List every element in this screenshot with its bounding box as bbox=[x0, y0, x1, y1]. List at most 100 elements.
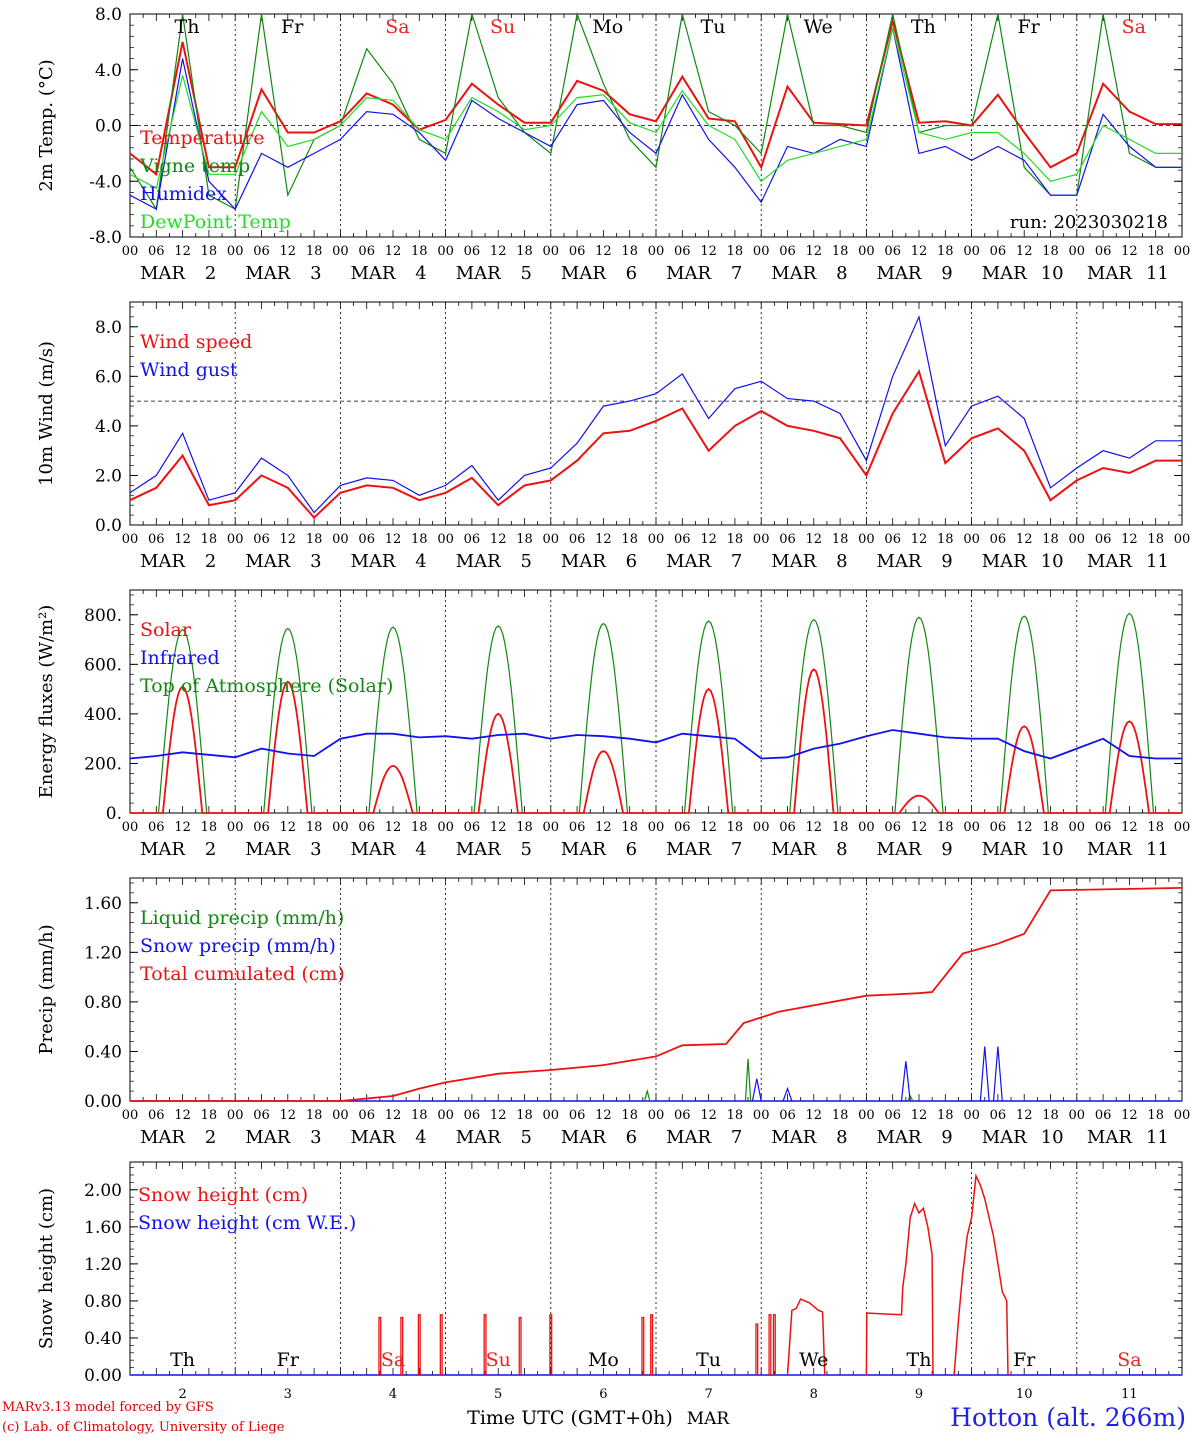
panel3-hour-label: 18 bbox=[306, 820, 323, 835]
panel2-hour-label: 00 bbox=[1069, 532, 1086, 547]
x-axis-month: MAR bbox=[687, 1409, 731, 1429]
panel4-hour-label: 18 bbox=[516, 1108, 533, 1123]
panel1-month-label: MAR bbox=[561, 263, 606, 284]
panel1-hour-label: 00 bbox=[648, 244, 665, 259]
panel4-day-label: 6 bbox=[626, 1127, 637, 1148]
panel2-legend-entry: Wind gust bbox=[140, 359, 238, 381]
panel5-weekday-label: Th bbox=[907, 1349, 932, 1371]
panel3-hour-label: 18 bbox=[727, 820, 744, 835]
panel3-month-label: MAR bbox=[561, 839, 606, 860]
panel1-hour-label: 00 bbox=[437, 244, 454, 259]
panel1-month-label: MAR bbox=[982, 263, 1027, 284]
panel3-ytick-label: 400. bbox=[84, 705, 122, 725]
panel3-hour-label: 06 bbox=[1095, 820, 1112, 835]
panel5-snow-spike bbox=[772, 1314, 776, 1375]
panel2-month-label: MAR bbox=[245, 551, 290, 572]
panel2-hour-label: 00 bbox=[543, 532, 560, 547]
panel4-month-label: MAR bbox=[245, 1127, 290, 1148]
panel4-hour-label: 06 bbox=[779, 1108, 796, 1123]
panel5-legend-entry: Snow height (cm) bbox=[138, 1184, 308, 1206]
panel2-hour-label: 00 bbox=[753, 532, 770, 547]
panel5-weekday-label: Tu bbox=[696, 1349, 721, 1371]
panel2-hour-label: 00 bbox=[648, 532, 665, 547]
panel1-month-label: MAR bbox=[140, 263, 185, 284]
panel1-ytick-label: 8.0 bbox=[95, 5, 122, 25]
panel1-legend-entry: Vigne temp bbox=[139, 155, 250, 177]
panel1-hour-label: 18 bbox=[516, 244, 533, 259]
panel4-cumulated-line bbox=[130, 887, 1183, 1102]
panel4-month-label: MAR bbox=[456, 1127, 501, 1148]
panel5-snow-spike bbox=[549, 1314, 553, 1375]
panel1-weekday-label: Sa bbox=[1122, 16, 1146, 38]
credit-lab: (c) Lab. of Climatology, University of L… bbox=[2, 1420, 285, 1435]
panel4-day-label: 8 bbox=[836, 1127, 847, 1148]
panel4-ylabel: Precip (mm/h) bbox=[36, 924, 57, 1054]
panel2-day-label: 3 bbox=[310, 551, 321, 572]
panel5-day-number: 3 bbox=[284, 1387, 292, 1402]
panel3-legend-entry: Solar bbox=[140, 619, 192, 641]
panel4-hour-label: 06 bbox=[358, 1108, 375, 1123]
panel4-hour-label: 12 bbox=[1016, 1108, 1033, 1123]
panel3-day-label: 10 bbox=[1041, 839, 1064, 860]
panel3-hour-label: 18 bbox=[832, 820, 849, 835]
panel1-day-label: 10 bbox=[1041, 263, 1064, 284]
panel4-hour-label: 06 bbox=[253, 1108, 270, 1123]
panel5-weekday-label: Fr bbox=[277, 1349, 300, 1371]
panel4-month-label: MAR bbox=[1087, 1127, 1132, 1148]
panel1-ylabel: 2m Temp. (°C) bbox=[36, 59, 57, 191]
panel1-hour-label: 12 bbox=[911, 244, 928, 259]
panel2-hour-label: 12 bbox=[911, 532, 928, 547]
panel5-weekday-label: Su bbox=[486, 1349, 511, 1371]
panel2-hour-label: 06 bbox=[1095, 532, 1112, 547]
panel2-day-label: 2 bbox=[205, 551, 216, 572]
panel3-day-label: 4 bbox=[415, 839, 426, 860]
panel4-legend-entry: Total cumulated (cm) bbox=[140, 963, 345, 985]
panel1-weekday-label: Fr bbox=[1017, 16, 1040, 38]
panel1-hour-label: 06 bbox=[148, 244, 165, 259]
panel1-hour-label: 18 bbox=[1147, 244, 1164, 259]
panel4-hour-label: 12 bbox=[490, 1108, 507, 1123]
panel3-legend-entry: Infrared bbox=[140, 647, 220, 669]
panel1-ytick-label: -4.0 bbox=[89, 172, 122, 192]
panel4-hour-label: 06 bbox=[1095, 1108, 1112, 1123]
panel2-hour-label: 06 bbox=[674, 532, 691, 547]
panel1-hour-label: 18 bbox=[727, 244, 744, 259]
panel1-hour-label: 00 bbox=[332, 244, 349, 259]
panel2-month-label: MAR bbox=[877, 551, 922, 572]
panel5-snow-spike bbox=[755, 1323, 759, 1375]
panel1-hour-label: 06 bbox=[990, 244, 1007, 259]
panel3-month-label: MAR bbox=[245, 839, 290, 860]
panel1-weekday-label: Su bbox=[490, 16, 515, 38]
panel1-hour-label: 12 bbox=[174, 244, 191, 259]
panel1-day-label: 11 bbox=[1146, 263, 1169, 284]
panel4-hour-label: 00 bbox=[963, 1108, 980, 1123]
panel2-hour-label: 18 bbox=[201, 532, 218, 547]
panel4-legend-entry: Liquid precip (mm/h) bbox=[140, 907, 344, 929]
panel2-hour-label: 18 bbox=[1147, 532, 1164, 547]
panel1-hour-label: 12 bbox=[806, 244, 823, 259]
panel1-hour-label: 06 bbox=[1095, 244, 1112, 259]
panel2-day-label: 10 bbox=[1041, 551, 1064, 572]
panel1-legend-entry: Temperature bbox=[140, 127, 264, 149]
panel3-infrared-line bbox=[129, 729, 1182, 760]
panel4-snow-spike bbox=[979, 1046, 990, 1102]
panel1-month-label: MAR bbox=[456, 263, 501, 284]
panel3-day-label: 2 bbox=[205, 839, 216, 860]
panel2-hour-label: 06 bbox=[990, 532, 1007, 547]
panel5-weekday-label: We bbox=[799, 1349, 828, 1371]
panel3-hour-label: 12 bbox=[1121, 820, 1138, 835]
panel4-hour-label: 12 bbox=[174, 1108, 191, 1123]
panel3-hour-label: 18 bbox=[1147, 820, 1164, 835]
panel4-hour-label: 00 bbox=[227, 1108, 244, 1123]
credit-model: MARv3.13 model forced by GFS bbox=[2, 1400, 214, 1415]
panel5-day-number: 7 bbox=[704, 1387, 712, 1402]
panel1-hour-label: 18 bbox=[411, 244, 428, 259]
panel5-snow-spike bbox=[483, 1314, 487, 1375]
panel2-hour-label: 06 bbox=[148, 532, 165, 547]
panel2-legend-entry: Wind speed bbox=[140, 331, 252, 353]
panel5-ytick-label: 0.00 bbox=[84, 1366, 122, 1386]
panel3-hour-label: 06 bbox=[569, 820, 586, 835]
panel3-hour-label: 12 bbox=[911, 820, 928, 835]
